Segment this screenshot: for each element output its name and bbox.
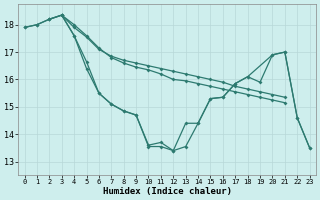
X-axis label: Humidex (Indice chaleur): Humidex (Indice chaleur) — [103, 187, 232, 196]
